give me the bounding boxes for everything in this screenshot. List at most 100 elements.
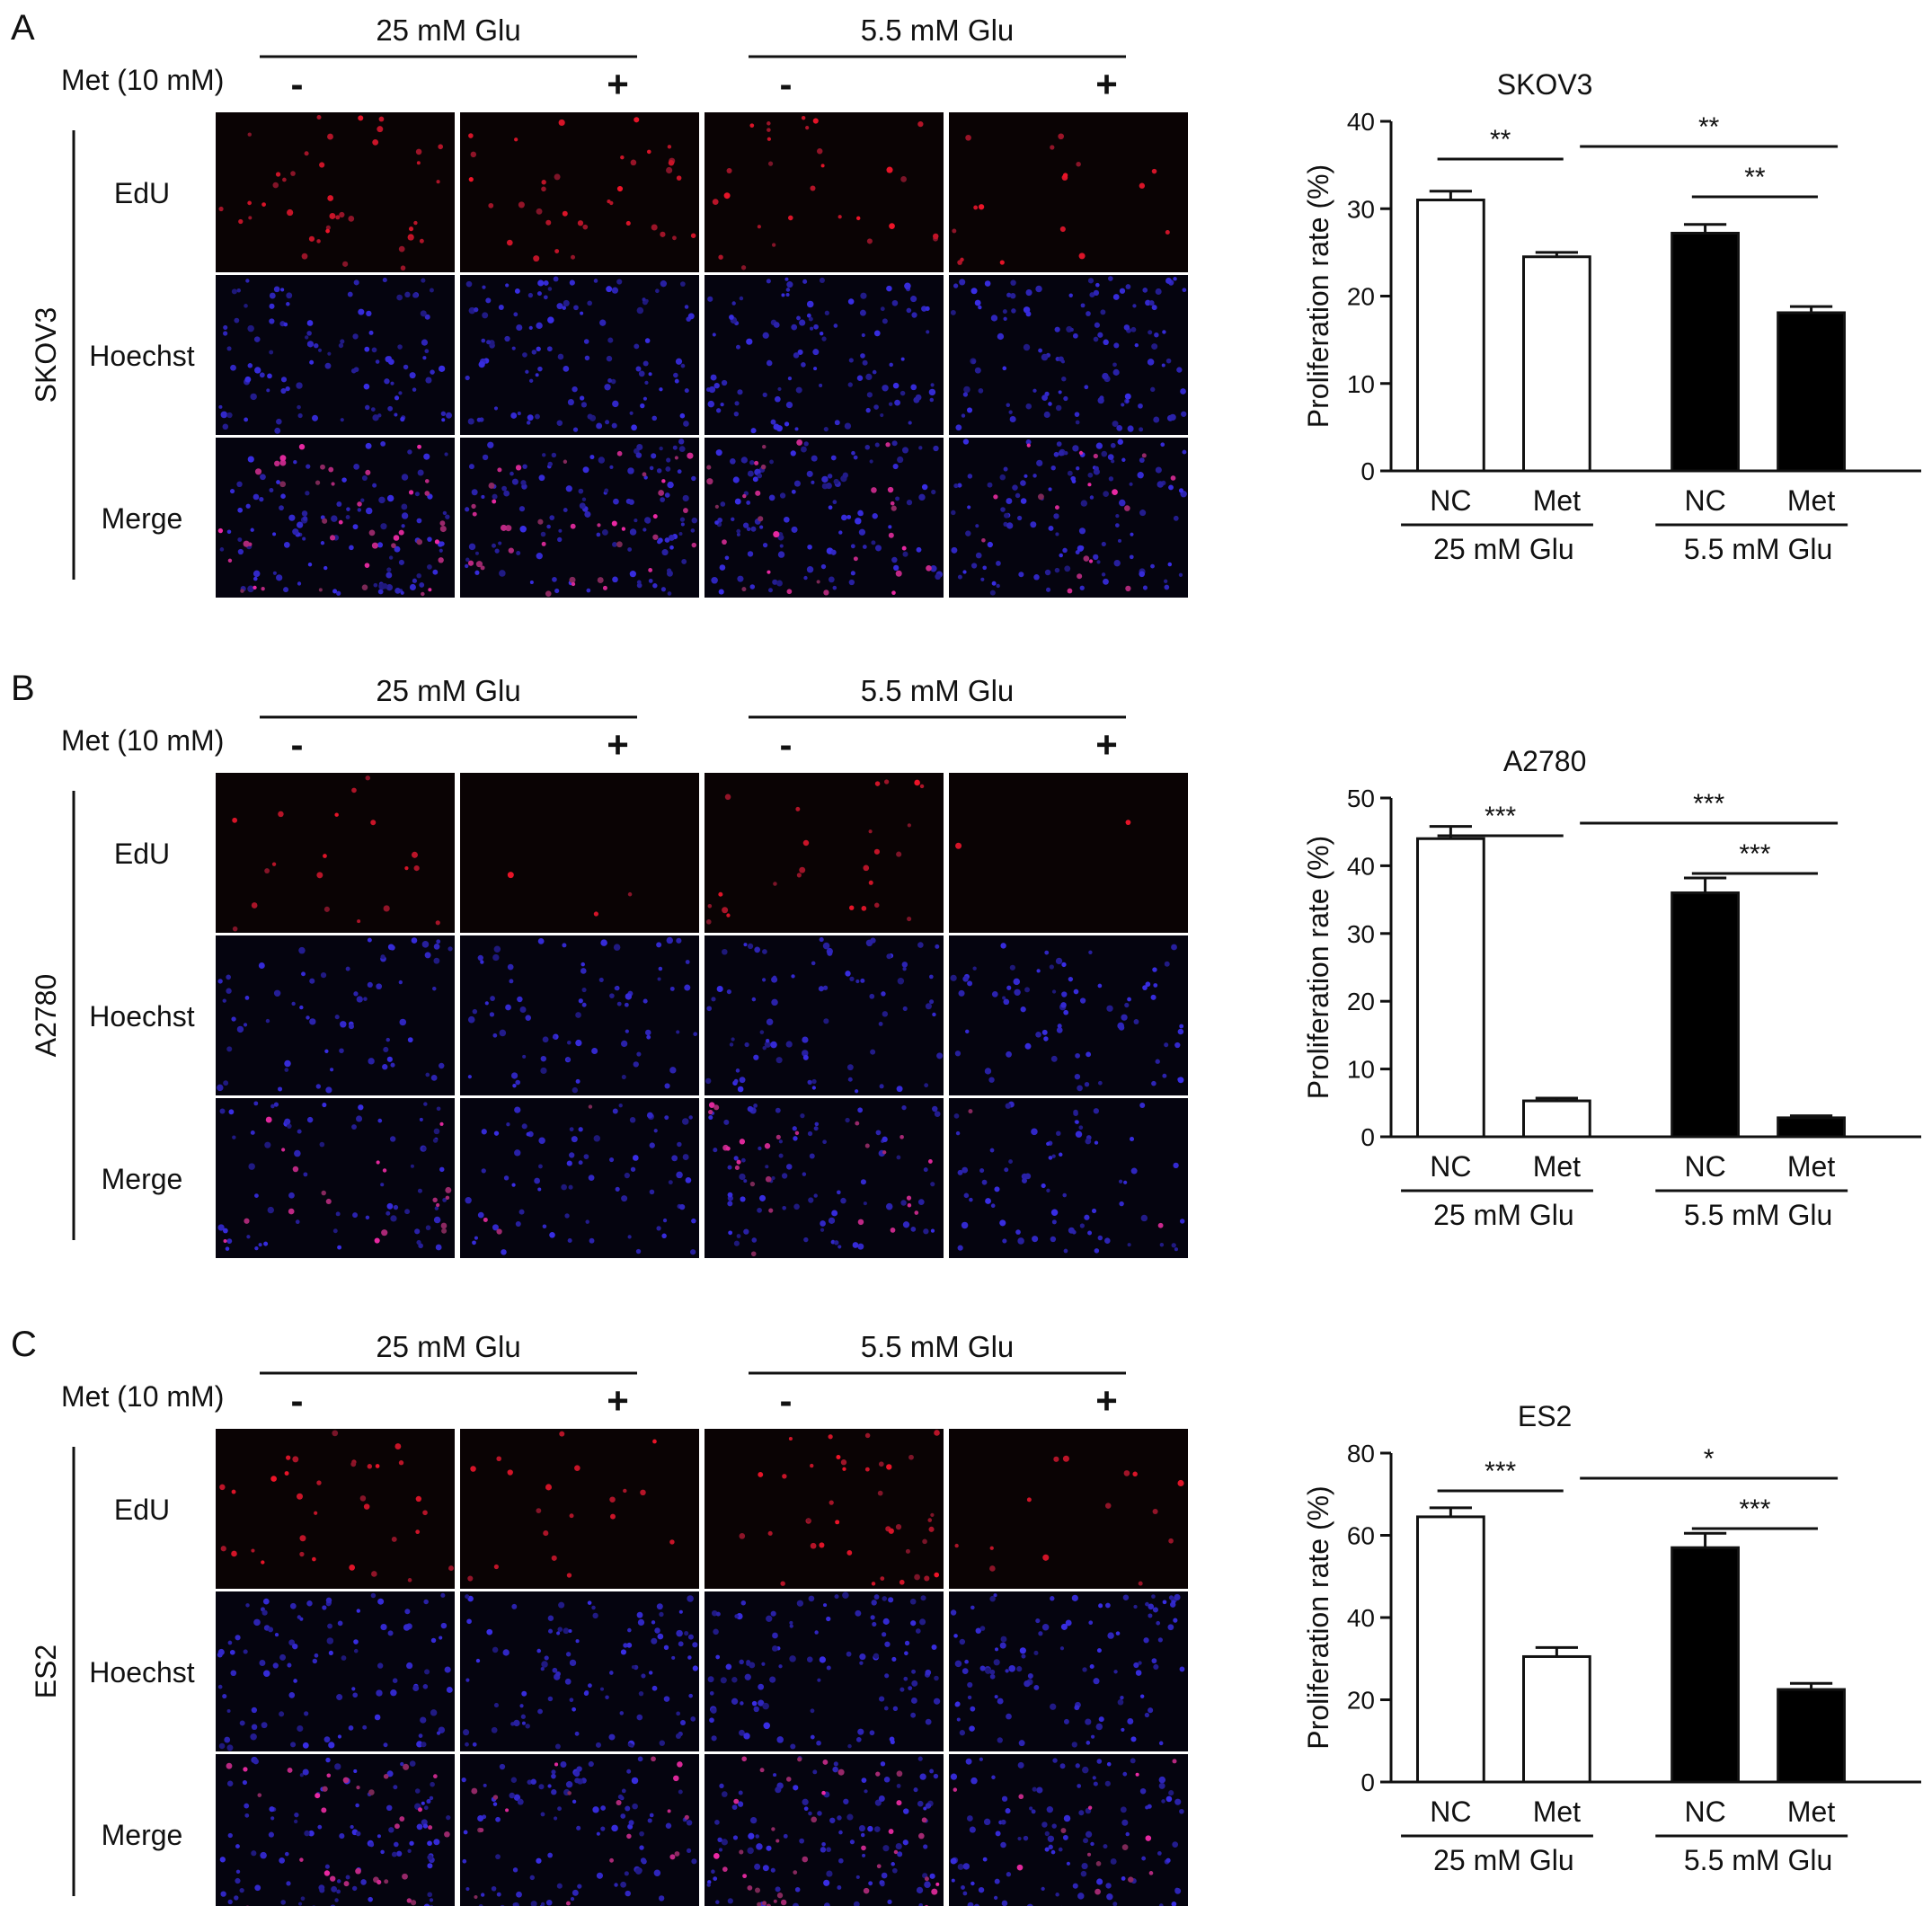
nucleus-blue (916, 1886, 924, 1894)
nucleus-blue (1000, 1841, 1006, 1848)
nucleus-blue (547, 316, 554, 324)
nucleus-blue (758, 1194, 767, 1201)
nucleus-blue (634, 518, 638, 523)
nucleus-edu (308, 235, 315, 242)
nucleus-edu (471, 1787, 478, 1795)
nucleus-blue (715, 1611, 721, 1617)
nucleus-blue (860, 1179, 866, 1185)
nucleus-blue (254, 1884, 261, 1892)
nucleus-blue (306, 331, 312, 336)
nucleus-blue (1127, 1243, 1131, 1247)
nucleus-blue (714, 520, 719, 525)
nucleus-blue (574, 1731, 580, 1736)
nucleus-blue (493, 1703, 499, 1708)
bar (1671, 1546, 1740, 1784)
nucleus-blue (1138, 1661, 1142, 1665)
nucleus-blue (729, 1042, 734, 1047)
nucleus-edu (725, 1146, 731, 1151)
group-label: 5.5 mM Glu (1684, 1844, 1832, 1876)
nucleus-edu (863, 864, 870, 872)
nucleus-edu (767, 1530, 773, 1536)
nucleus-blue (928, 974, 934, 980)
nucleus-edu (609, 1857, 615, 1863)
micrograph-background (216, 1754, 455, 1906)
nucleus-blue (493, 406, 499, 411)
nucleus-blue (636, 1051, 642, 1057)
nucleus-blue (540, 1812, 545, 1817)
nucleus-blue (793, 1203, 800, 1210)
nucleus-blue (1000, 1636, 1007, 1643)
nucleus-blue (401, 503, 408, 510)
nucleus-blue (819, 937, 824, 943)
nucleus-edu (978, 204, 985, 210)
nucleus-edu (691, 542, 697, 548)
nucleus-edu (357, 919, 361, 924)
nucleus-blue (1107, 454, 1114, 460)
nucleus-blue (853, 1901, 860, 1906)
nucleus-blue (743, 1179, 748, 1183)
nucleus-blue (1017, 515, 1023, 521)
nucleus-blue (925, 1803, 932, 1809)
nucleus-blue (495, 1816, 501, 1822)
nucleus-blue (1024, 987, 1031, 993)
nucleus-edu (864, 1143, 870, 1148)
nucleus-blue (640, 403, 645, 409)
nucleus-blue (232, 1135, 236, 1139)
nucleus-blue (857, 1107, 864, 1113)
nucleus-edu (299, 1535, 306, 1542)
nucleus-blue (589, 455, 595, 460)
nucleus-blue (888, 402, 893, 406)
nucleus-blue (959, 1730, 966, 1736)
nucleus-blue (779, 544, 784, 548)
nucleus-blue (819, 331, 824, 336)
nucleus-blue (235, 1869, 241, 1875)
nucleus-blue (363, 383, 370, 390)
nucleus-blue (1133, 1604, 1138, 1609)
nucleus-blue (474, 1236, 478, 1240)
nucleus-blue (349, 545, 354, 551)
nucleus-blue (1173, 277, 1177, 281)
nucleus-blue (1123, 324, 1130, 331)
nucleus-edu (954, 1543, 959, 1548)
nucleus-edu (227, 558, 233, 563)
nucleus-blue (295, 1219, 300, 1225)
nucleus-blue (1051, 989, 1057, 994)
nucleus-blue (653, 1869, 661, 1877)
nucleus-blue (516, 1891, 522, 1898)
nucleus-blue (1174, 1247, 1178, 1252)
nucleus-blue (1074, 1073, 1081, 1080)
nucleus-blue (988, 1077, 995, 1083)
nucleus-blue (1038, 1631, 1043, 1636)
nucleus-blue (383, 1742, 388, 1748)
nucleus-blue (1106, 1761, 1112, 1767)
nucleus-blue (847, 298, 855, 305)
nucleus-blue (254, 367, 261, 374)
nucleus-blue (1023, 343, 1031, 351)
nucleus-blue (549, 1231, 555, 1238)
nucleus-blue (563, 1627, 570, 1635)
nucleus-blue (482, 312, 489, 319)
nucleus-edu (413, 220, 418, 226)
nucleus-blue (762, 978, 767, 982)
nucleus-blue (772, 1645, 778, 1652)
nucleus-blue (962, 1668, 969, 1674)
nucleus-blue (985, 1198, 991, 1204)
nucleus-edu (559, 1431, 565, 1437)
nucleus-blue (1011, 308, 1016, 314)
nucleus-blue (315, 1084, 322, 1089)
nucleus-blue (909, 1598, 917, 1605)
micrograph-background (705, 1754, 944, 1906)
nucleus-blue (997, 332, 1005, 341)
nucleus-blue (775, 1107, 781, 1113)
nucleus-blue (1062, 1834, 1068, 1840)
nucleus-blue (755, 1834, 759, 1839)
nucleus-blue (740, 1157, 746, 1163)
nucleus-blue (921, 483, 928, 491)
nucleus-blue (924, 1881, 931, 1888)
nucleus-blue (306, 1015, 310, 1020)
nucleus-edu (924, 1575, 930, 1582)
nucleus-blue (527, 292, 534, 298)
micrograph-merge-4 (949, 438, 1188, 598)
nucleus-blue (1047, 1835, 1055, 1842)
